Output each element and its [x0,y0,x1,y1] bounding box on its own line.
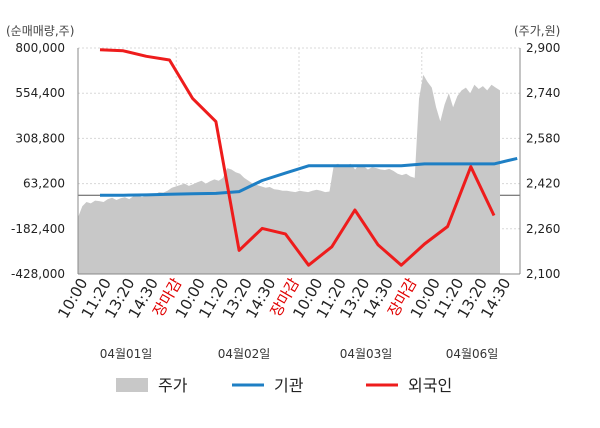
legend-swatch [116,378,148,392]
left-tick-label: 63,200 [23,177,65,191]
x-axis-labels: 10:0011:2013:2014:30장마감10:0011:2013:2014… [54,275,514,322]
legend-label: 외국인 [408,376,452,395]
legend-item: 외국인 [366,376,452,395]
price-area-layer [78,74,500,274]
left-tick-label: -182,400 [11,222,65,236]
series-line-기관 [100,156,518,197]
date-labels: 04월01일 04월02일 04월03일 04월06일 [100,347,499,361]
right-axis-label: (주가,원) [514,24,560,38]
left-tick-label: 800,000 [15,41,65,55]
right-tick-label: 2,260 [526,222,560,236]
legend-label: 주가 [158,376,188,395]
date-label: 04월06일 [446,347,499,361]
legend-label: 기관 [274,376,304,395]
legend-item: 기관 [232,376,304,395]
left-tick-label: -428,000 [11,267,65,281]
left-tick-label: 554,400 [15,86,65,100]
date-label: 04월03일 [340,347,393,361]
date-label: 04월02일 [218,347,271,361]
left-tick-label: 308,800 [15,131,65,145]
legend-item: 주가 [116,376,188,395]
left-axis-label: (순매매량,주) [6,24,74,38]
price-area [78,74,500,274]
right-tick-label: 2,100 [526,267,560,281]
right-tick-label: 2,420 [526,177,560,191]
axes: 800,000 2,900 554,400 2,740 308,800 2,580 63,2… [11,41,560,281]
right-tick-label: 2,740 [526,86,560,100]
right-tick-label: 2,900 [526,41,560,55]
right-tick-label: 2,580 [526,131,560,145]
legend: 주가 기관 외국인 [116,376,452,395]
date-label: 04월01일 [100,347,153,361]
lines-layer [99,48,518,267]
series-line-외국인 [99,48,496,267]
